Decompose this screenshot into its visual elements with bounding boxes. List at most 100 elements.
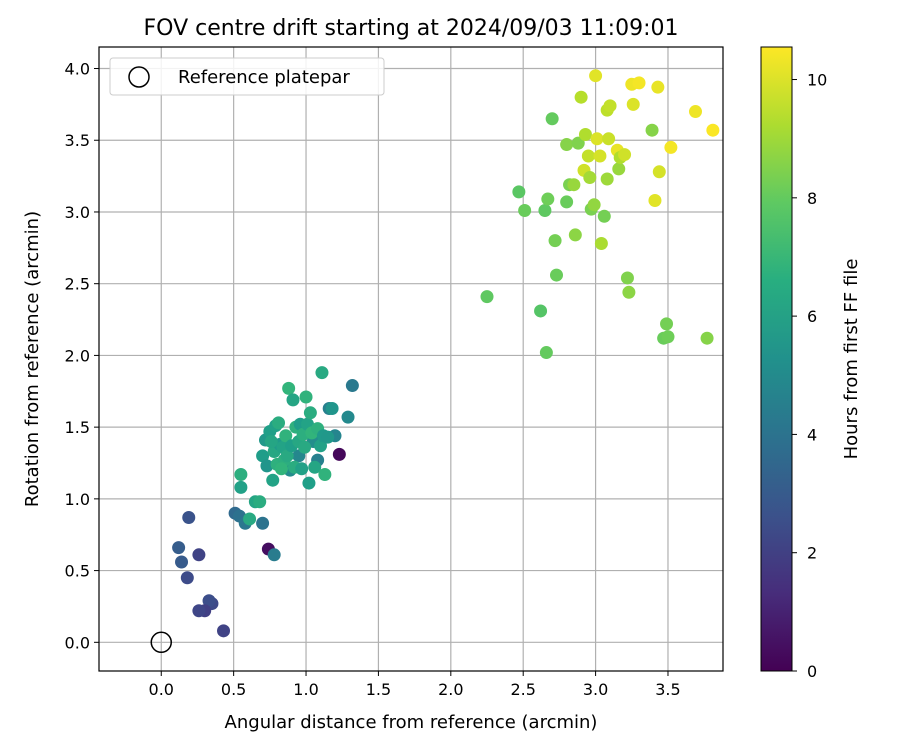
scatter-point xyxy=(550,268,564,282)
x-tick-label: 3.0 xyxy=(583,680,608,699)
scatter-point xyxy=(574,90,588,104)
scatter-point xyxy=(345,379,359,393)
scatter-point xyxy=(480,290,494,304)
scatter-point xyxy=(545,112,559,126)
x-tick-label: 2.5 xyxy=(510,680,535,699)
colorbar-tick-label: 0 xyxy=(807,662,817,681)
x-tick-label: 1.5 xyxy=(366,680,391,699)
scatter-point xyxy=(341,410,355,424)
scatter-point xyxy=(593,149,607,163)
x-axis-label: Angular distance from reference (arcmin) xyxy=(225,712,598,733)
scatter-point xyxy=(594,237,608,251)
scatter-point xyxy=(600,172,614,186)
scatter-point xyxy=(602,132,616,146)
scatter-point xyxy=(308,460,322,474)
scatter-point xyxy=(539,346,553,360)
legend-marker-icon xyxy=(128,66,150,88)
scatter-point xyxy=(688,105,702,119)
scatter-point xyxy=(622,285,636,299)
scatter-point xyxy=(612,162,626,176)
colorbar-tick-label: 6 xyxy=(807,307,817,326)
scatter-point xyxy=(260,459,274,473)
scatter-point xyxy=(534,304,548,318)
scatter-point xyxy=(578,128,592,142)
scatter-point xyxy=(518,204,532,218)
scatter-point xyxy=(597,209,611,223)
x-tick-label: 3.5 xyxy=(655,680,680,699)
scatter-point xyxy=(626,97,640,111)
scatter-point xyxy=(700,331,714,345)
scatter-point xyxy=(620,271,634,285)
scatter-point xyxy=(267,548,281,562)
scatter-point xyxy=(560,195,574,209)
reference-platepar-point xyxy=(150,631,173,654)
scatter-point xyxy=(315,366,329,380)
y-tick-label: 2.0 xyxy=(65,346,90,365)
x-tick-label: 0.5 xyxy=(221,680,246,699)
scatter-point xyxy=(548,234,562,248)
y-tick-label: 2.5 xyxy=(65,275,90,294)
scatter-point xyxy=(256,449,270,463)
scatter-point xyxy=(298,440,312,454)
y-axis-ticks: 0.0 0.5 1.0 1.5 2.0 2.5 3.0 3.5 4.0 xyxy=(65,60,99,652)
scatter-point xyxy=(583,171,597,185)
scatter-point xyxy=(295,462,309,476)
colorbar-tick-label: 4 xyxy=(807,425,817,444)
scatter-point xyxy=(272,416,286,430)
scatter-point xyxy=(571,136,585,150)
scatter-point xyxy=(645,123,659,137)
scatter-point xyxy=(321,430,335,444)
y-tick-label: 0.5 xyxy=(65,562,90,581)
colorbar-label: Hours from first FF file xyxy=(841,259,862,460)
scatter-point xyxy=(286,393,300,407)
scatter-point xyxy=(589,69,603,83)
scatter-point xyxy=(234,480,248,494)
legend-entry-reference-platepar: Reference platepar xyxy=(178,67,350,88)
scatter-point xyxy=(264,434,278,448)
scatter-point xyxy=(192,548,206,562)
plot-area: 0.0 0.5 1.0 1.5 2.0 2.5 3.0 3.5 0.0 0.5 1.0 1.5 2.0… xyxy=(65,46,724,699)
scatter-point xyxy=(266,473,280,487)
scatter-point xyxy=(202,594,216,608)
y-tick-label: 1.5 xyxy=(65,418,90,437)
y-tick-label: 1.0 xyxy=(65,490,90,509)
scatter-point xyxy=(299,390,313,404)
scatter-point xyxy=(587,198,601,212)
scatter-point xyxy=(279,429,293,443)
scatter-point xyxy=(567,178,581,192)
scatter-point xyxy=(303,406,317,420)
scatter-point xyxy=(253,495,267,509)
scatter-point xyxy=(632,76,646,90)
scatter-point xyxy=(175,555,189,569)
colorbar: 0 2 4 6 8 10 Hours from first FF file xyxy=(760,46,862,681)
scatter-point xyxy=(560,138,574,152)
scatter-point xyxy=(603,99,617,113)
scatter-point xyxy=(314,439,328,453)
y-tick-label: 3.0 xyxy=(65,203,90,222)
scatter-point xyxy=(652,165,666,179)
x-axis-ticks: 0.0 0.5 1.0 1.5 2.0 2.5 3.0 3.5 xyxy=(149,671,681,699)
scatter-point xyxy=(590,132,604,146)
chart-title: FOV centre drift starting at 2024/09/03 … xyxy=(144,16,679,41)
colorbar-tick-label: 10 xyxy=(807,71,827,90)
y-tick-label: 4.0 xyxy=(65,60,90,79)
y-tick-label: 3.5 xyxy=(65,131,90,150)
x-tick-label: 1.0 xyxy=(293,680,318,699)
scatter-point xyxy=(538,204,552,218)
scatter-points xyxy=(172,69,720,638)
scatter-point xyxy=(660,317,674,331)
scatter-point xyxy=(282,381,296,395)
scatter-point xyxy=(581,149,595,163)
x-tick-label: 2.0 xyxy=(438,680,463,699)
scatter-point xyxy=(512,185,526,199)
scatter-point xyxy=(274,462,288,476)
scatter-point xyxy=(648,193,662,207)
scatter-point xyxy=(302,476,316,490)
scatter-point xyxy=(256,516,270,530)
scatter-point xyxy=(192,604,206,618)
scatter-point xyxy=(661,330,675,344)
scatter-point xyxy=(651,80,665,94)
scatter-point xyxy=(568,228,582,242)
scatter-point xyxy=(180,571,194,585)
